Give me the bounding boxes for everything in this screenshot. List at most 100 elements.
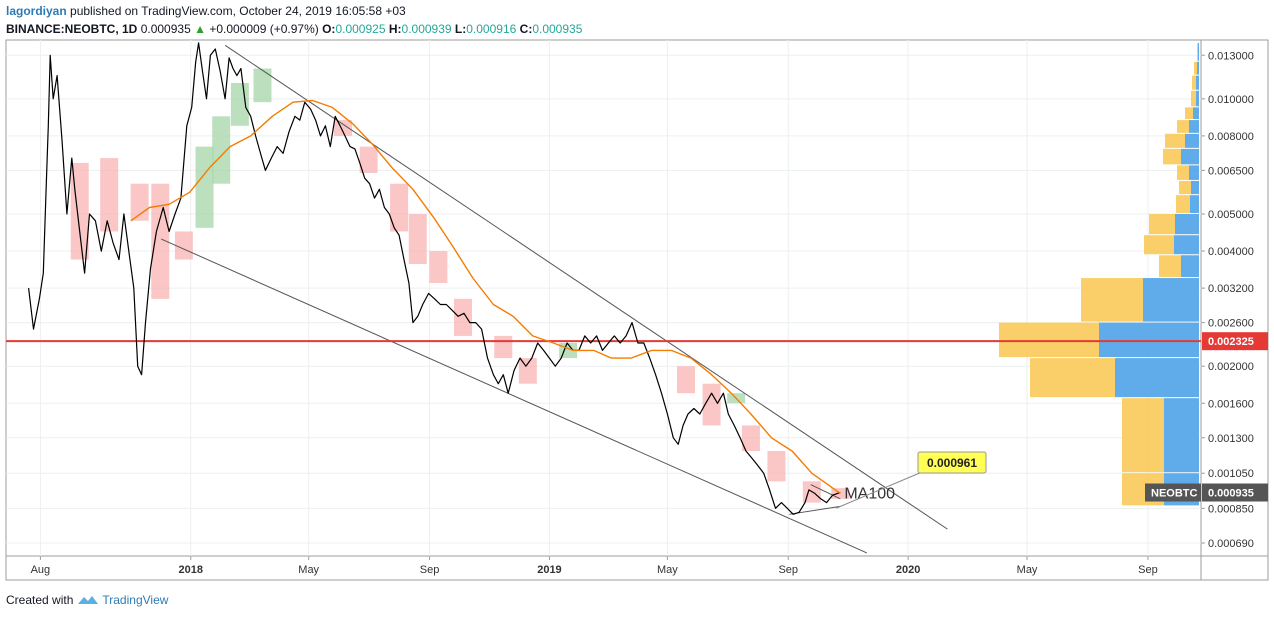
cloud-bearish-segment: [702, 383, 721, 426]
close-label: C:: [519, 22, 533, 36]
volume-profile-sell-bar: [1192, 75, 1196, 90]
y-tick-label: 0.006500: [1208, 165, 1254, 177]
x-tick-label: May: [298, 564, 319, 576]
publish-info: lagordiyan published on TradingView.com,…: [6, 4, 406, 18]
cloud-bullish-segment: [253, 68, 272, 103]
volume-profile-buy-bar: [1197, 61, 1199, 75]
y-tick-label: 0.010000: [1208, 94, 1254, 106]
triangle-up-icon: ▲: [194, 22, 206, 36]
cloud-bearish-segment: [453, 298, 472, 336]
volume-profile-sell-bar: [1177, 120, 1189, 133]
volume-profile-sell-bar: [1144, 235, 1174, 255]
cloud-bearish-segment: [518, 358, 537, 384]
volume-profile-sell-bar: [1122, 398, 1164, 473]
volume-profile-sell-bar: [1081, 278, 1143, 322]
callout-pointer: [836, 471, 923, 509]
volume-profile-buy-bar: [1190, 195, 1199, 213]
cloud-bearish-segment: [100, 158, 119, 232]
level-price-tag: [1202, 332, 1268, 351]
symbol-tag-label: NEOBTC: [1151, 488, 1198, 500]
author-name[interactable]: lagordiyan: [6, 4, 67, 18]
volume-profile-buy-bar: [1198, 42, 1199, 61]
volume-profile-buy-bar: [1189, 120, 1199, 133]
volume-profile-buy-bar: [1196, 90, 1199, 107]
cloud-bearish-segment: [741, 425, 760, 452]
x-tick-label: Sep: [1138, 564, 1158, 576]
cloud-bullish-segment: [212, 116, 231, 184]
tradingview-link[interactable]: TradingView: [102, 593, 169, 607]
open-label: O:: [322, 22, 336, 36]
cloud-bearish-segment: [677, 366, 696, 394]
volume-profile-buy-bar: [1164, 398, 1199, 473]
last-price: 0.000935: [140, 22, 191, 36]
volume-profile-sell-bar: [1197, 42, 1198, 61]
x-tick-label: 2019: [537, 564, 561, 576]
volume-profile-buy-bar: [1185, 133, 1199, 148]
x-tick-label: Sep: [420, 564, 440, 576]
symbol-name: BINANCE:NEOBTC, 1D: [6, 22, 138, 36]
callout-label: 0.000961: [927, 456, 977, 470]
volume-profile-sell-bar: [1149, 213, 1175, 235]
symbol-info: BINANCE:NEOBTC, 1D 0.000935 ▲ +0.000009 …: [6, 22, 582, 36]
volume-profile-sell-bar: [1179, 180, 1191, 195]
trendline-wedge-upper: [810, 484, 841, 500]
volume-profile-buy-bar: [1175, 213, 1199, 235]
y-tick-label: 0.004000: [1208, 246, 1254, 258]
volume-profile-buy-bar: [1196, 75, 1199, 90]
created-with-label: Created with: [6, 593, 74, 607]
x-tick-label: May: [657, 564, 678, 576]
y-tick-label: 0.000690: [1208, 538, 1254, 550]
cloud-bullish-segment: [195, 146, 214, 228]
volume-profile-sell-bar: [1030, 358, 1115, 398]
footer: Created with TradingView: [6, 593, 168, 607]
tradingview-logo-icon[interactable]: [77, 594, 99, 606]
y-tick-label: 0.001300: [1208, 433, 1254, 445]
y-tick-label: 0.002000: [1208, 361, 1254, 373]
cloud-bearish-segment: [767, 451, 786, 482]
open-value: 0.000925: [335, 22, 386, 36]
close-value: 0.000935: [532, 22, 583, 36]
volume-profile-sell-bar: [1191, 90, 1196, 107]
low-value: 0.000916: [466, 22, 517, 36]
volume-profile-buy-bar: [1181, 255, 1199, 278]
low-label: L:: [454, 22, 467, 36]
x-tick-label: Sep: [778, 564, 798, 576]
high-label: H:: [388, 22, 402, 36]
x-tick-label: 2018: [179, 564, 203, 576]
ma100-line: [130, 99, 841, 494]
volume-profile-buy-bar: [1189, 165, 1199, 180]
y-tick-label: 0.003200: [1208, 283, 1254, 295]
y-tick-label: 0.000850: [1208, 503, 1254, 515]
volume-profile-buy-bar: [1191, 180, 1199, 195]
y-tick-label: 0.005000: [1208, 209, 1254, 221]
cloud-bearish-segment: [831, 488, 850, 499]
volume-profile-sell-bar: [1194, 61, 1197, 75]
callout-box: [917, 451, 987, 474]
volume-profile-buy-bar: [1099, 322, 1199, 358]
y-tick-label: 0.001050: [1208, 468, 1254, 480]
volume-profile-buy-bar: [1193, 107, 1199, 120]
symbol-tag: [1145, 483, 1201, 502]
x-tick-label: 2020: [896, 564, 920, 576]
level-price-tag-label: 0.002325: [1208, 336, 1254, 348]
cloud-bearish-segment: [494, 335, 513, 359]
cloud-bearish-segment: [174, 231, 193, 260]
trendline-lower: [161, 238, 868, 554]
cloud-bearish-segment: [359, 146, 378, 173]
volume-profile-sell-bar: [1165, 133, 1185, 148]
price-line: [28, 42, 841, 515]
x-tick-label: May: [1017, 564, 1038, 576]
price-change: +0.000009 (+0.97%): [209, 22, 319, 36]
volume-profile-sell-bar: [1159, 255, 1181, 278]
cloud-bullish-segment: [230, 83, 249, 126]
volume-profile-buy-bar: [1143, 278, 1199, 322]
y-tick-label: 0.002600: [1208, 318, 1254, 330]
volume-profile-sell-bar: [1176, 195, 1190, 213]
last-price-tag-label: 0.000935: [1208, 488, 1254, 500]
cloud-bearish-segment: [408, 213, 427, 265]
cloud-bearish-segment: [429, 251, 448, 284]
chart-frame: [5, 39, 1269, 581]
cloud-bearish-segment: [390, 183, 409, 232]
volume-profile-sell-bar: [1185, 107, 1193, 120]
